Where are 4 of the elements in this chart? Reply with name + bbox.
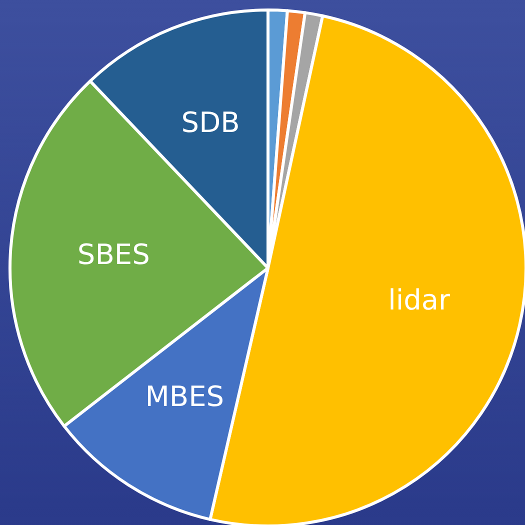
slice-label: SBES <box>77 238 150 271</box>
slice-label: lidar <box>388 283 451 316</box>
slice-label: SDB <box>181 106 240 139</box>
slice-label: MBES <box>145 380 224 414</box>
